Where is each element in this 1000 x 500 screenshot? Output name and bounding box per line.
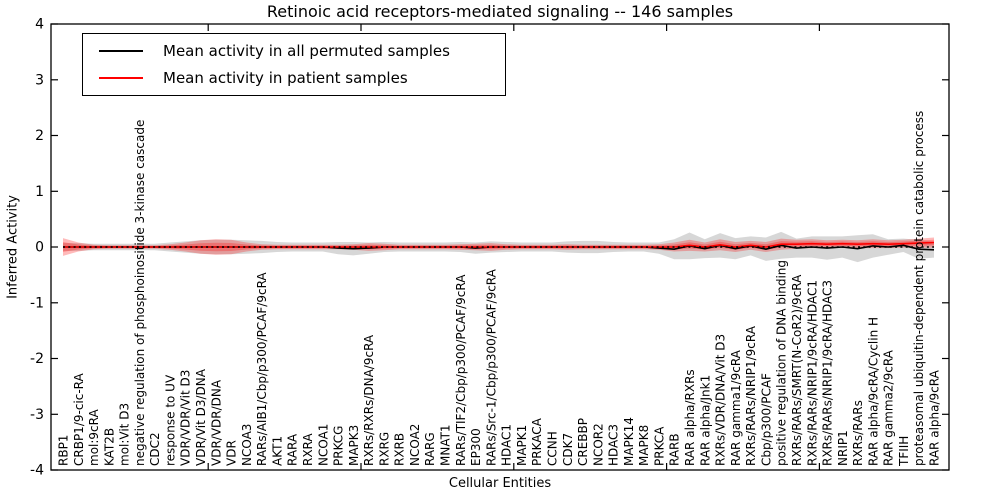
y-tick-label: -3 <box>30 407 44 423</box>
legend-label-patient: Mean activity in patient samples <box>163 68 408 87</box>
category-label: MNAT1 <box>439 424 453 466</box>
category-label: MAPK14 <box>622 417 636 466</box>
category-label: RARA <box>286 433 300 466</box>
category-label: response to UV <box>164 374 178 466</box>
category-label: RXRs/RXRs/DNA/9cRA <box>362 334 376 466</box>
y-tick-label: -1 <box>30 295 44 311</box>
category-label: PRKCG <box>332 426 346 466</box>
category-label: Cbp/p300/PCAF <box>759 373 773 466</box>
category-label: NRIP1 <box>836 430 850 466</box>
y-tick-label: -4 <box>30 463 44 479</box>
category-label: RXRA <box>301 433 315 466</box>
patient-line-swatch <box>99 76 143 79</box>
category-label: RXRs/RARs <box>851 400 865 466</box>
category-label: EP300 <box>469 428 483 466</box>
patient-std-band-inner <box>63 239 934 252</box>
chart-title: Retinoic acid receptors-mediated signali… <box>266 2 734 21</box>
category-label: CRBP1/9-cic-RA <box>72 372 86 466</box>
category-label: RAR gamma2/9cRA <box>882 349 896 466</box>
category-label: CDC2 <box>148 432 162 466</box>
y-tick-label: 2 <box>35 128 44 144</box>
category-label: TFIIH <box>897 436 911 467</box>
category-label: CDK7 <box>561 433 575 466</box>
y-axis-label: Inferred Activity <box>5 195 21 299</box>
category-label: RXRG <box>377 432 391 466</box>
category-label: proteasomal ubiquitin-dependent protein … <box>912 111 926 466</box>
category-label: RAR alpha/RXRs <box>683 369 697 466</box>
legend: Mean activity in all permuted samples Me… <box>82 33 506 96</box>
category-label: NCOR2 <box>591 423 605 466</box>
legend-label-permuted: Mean activity in all permuted samples <box>163 42 450 61</box>
category-label: RBP1 <box>57 435 71 466</box>
category-label: RXRs/RARs/NRIP1/9cRA/HDAC3 <box>821 280 835 466</box>
category-label: RXRs/RARs/NRIP1/9cRA <box>744 325 758 466</box>
category-label: HDAC1 <box>500 424 514 466</box>
y-tick-label: -2 <box>30 351 44 367</box>
x-axis-label: Cellular Entities <box>448 476 552 491</box>
category-label: mol:9cRA <box>87 409 101 466</box>
category-label: RXRs/VDR/DNA/Vit D3 <box>714 334 728 466</box>
category-label: VDR/Vit D3/DNA <box>194 368 208 466</box>
category-label: NCOA3 <box>240 424 254 466</box>
category-label: MAPK1 <box>515 425 529 466</box>
legend-item-patient: Mean activity in patient samples <box>99 69 505 87</box>
category-label: VDR/VDR/DNA <box>209 379 223 466</box>
category-label: PRKCA <box>652 426 666 466</box>
category-label: PRKACA <box>530 417 544 466</box>
category-label: positive regulation of DNA binding <box>775 260 789 466</box>
category-label: negative regulation of phosphoinositide … <box>133 120 147 466</box>
category-label: mol:Vit D3 <box>118 403 132 466</box>
category-label: RXRs/RARs/NRIP1/9cRA/HDAC1 <box>805 280 819 466</box>
permuted-line-swatch <box>99 50 143 53</box>
legend-item-permuted: Mean activity in all permuted samples <box>99 42 505 60</box>
category-label: RXRB <box>393 433 407 466</box>
category-label: RARB <box>668 433 682 466</box>
y-tick-label: 0 <box>35 240 44 256</box>
category-label: MAPK3 <box>347 425 361 466</box>
category-label: RXRs/RARs/SMRT(N-CoR2)/9cRA <box>790 274 804 466</box>
category-label: RARs/TIF2/Cbp/p300/PCAF/9cRA <box>454 274 468 466</box>
category-label: RAR alpha/9cRA/Cyclin H <box>866 317 880 466</box>
category-label: NCOA2 <box>408 424 422 466</box>
category-label: MAPK8 <box>637 425 651 466</box>
category-label: HDAC3 <box>607 424 621 466</box>
category-label: CCNH <box>546 431 560 466</box>
category-label: RARs/AIB1/Cbp/p300/PCAF/9cRA <box>255 272 269 466</box>
category-label: RAR alpha/9cRA <box>928 369 942 466</box>
category-label: RAR alpha/Jnk1 <box>698 375 712 466</box>
category-label: RARG <box>423 432 437 466</box>
y-tick-label: 4 <box>35 17 44 33</box>
y-tick-label: 3 <box>35 72 44 88</box>
category-label: NCOA1 <box>316 424 330 466</box>
category-label: CREBBP <box>576 418 590 466</box>
category-label: VDR <box>225 440 239 466</box>
category-label: AKT1 <box>270 436 284 466</box>
y-tick-label: 1 <box>35 184 44 200</box>
category-label: RARs/Src-1/Cbp/p300/PCAF/9cRA <box>484 268 498 466</box>
category-label: RAR gamma1/9cRA <box>729 349 743 466</box>
category-label: VDR/VDR/Vit D3 <box>179 370 193 466</box>
category-label: KAT2B <box>102 428 116 466</box>
